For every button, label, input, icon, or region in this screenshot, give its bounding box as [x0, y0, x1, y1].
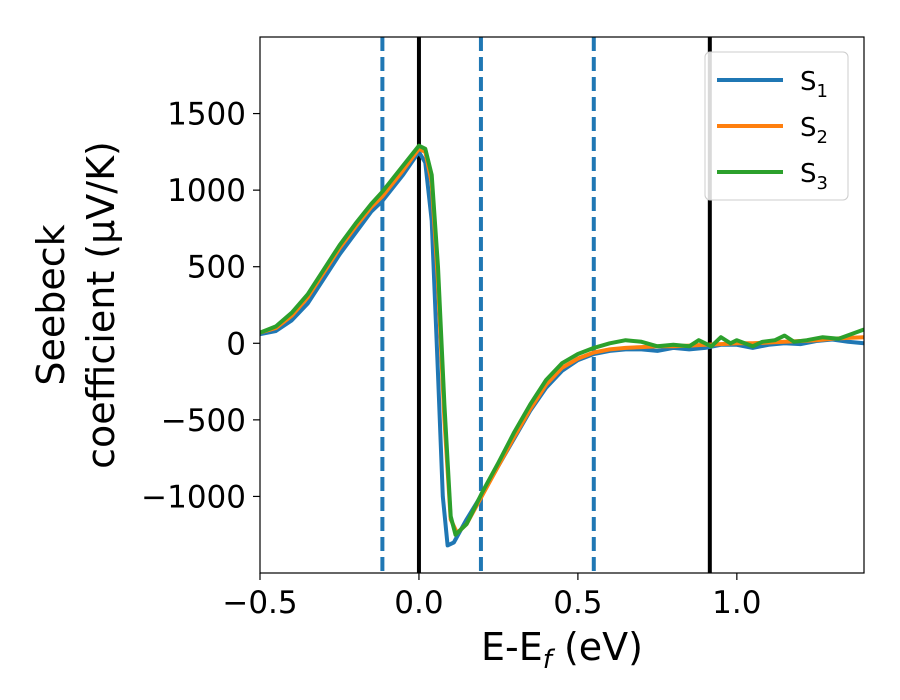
svg-text:coefficient (μV/K): coefficient (μV/K) [79, 141, 123, 469]
legend-label-S3: S3 [800, 159, 828, 194]
legend-label-S2: S2 [800, 113, 828, 148]
y-tick-label: 1000 [167, 173, 246, 209]
y-tick-label: 1500 [167, 97, 246, 133]
x-axis-ticks: −0.5 0.0 0.5 1.0 [222, 573, 761, 621]
x-tick-label: 0.0 [394, 585, 443, 621]
y-axis-label: Seebeck coefficient (μV/K) [29, 141, 123, 469]
plot-frame [259, 36, 865, 574]
legend: S1 S2 S3 [704, 51, 849, 201]
y-tick-label: 500 [187, 250, 246, 286]
y-axis-ticks: −1000 −500 0 500 1000 1500 [141, 97, 260, 515]
y-tick-label: 0 [226, 326, 246, 362]
x-tick-label: 0.5 [553, 585, 602, 621]
y-tick-label: −500 [161, 403, 246, 439]
y-tick-label: −1000 [141, 479, 246, 515]
x-tick-label: 1.0 [712, 585, 761, 621]
svg-text:Seebeck: Seebeck [29, 224, 73, 385]
series-lines [260, 143, 864, 548]
legend-label-S1: S1 [800, 67, 828, 102]
series-line-S3 [260, 143, 864, 537]
x-axis-label: E-Ef (eV) [481, 625, 643, 675]
x-tick-label: −0.5 [222, 585, 297, 621]
vertical-lines [380, 37, 712, 573]
